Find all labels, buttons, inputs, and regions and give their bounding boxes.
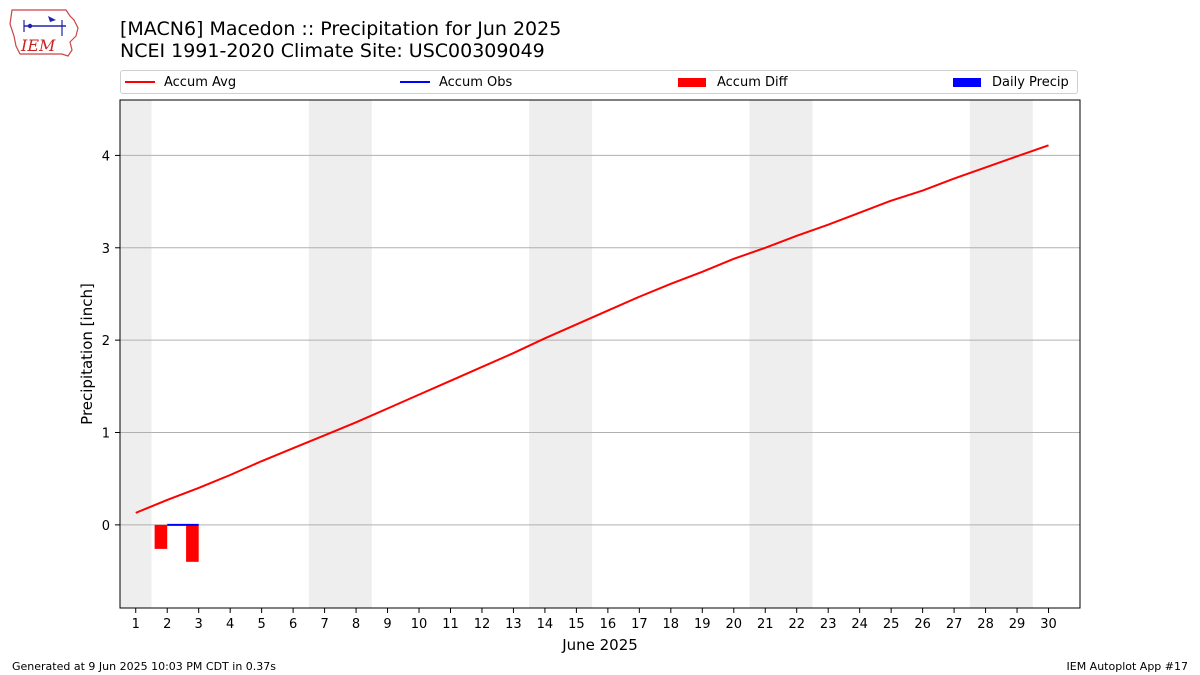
y-tick-label: 4: [102, 149, 110, 164]
x-tick-label: 3: [195, 617, 203, 632]
y-tick-label: 2: [102, 334, 110, 349]
y-tick-label: 3: [102, 242, 110, 257]
x-axis-label: June 2025: [561, 636, 638, 654]
line-accum-avg: [135, 144, 1049, 514]
series-lines: [135, 144, 1049, 526]
x-tick-label: 7: [320, 617, 328, 632]
x-tick-label: 10: [411, 617, 428, 632]
x-tick-label: 4: [226, 617, 234, 632]
x-tick-label: 21: [757, 617, 774, 632]
weekend-band: [120, 100, 152, 608]
chart-legend: Accum Avg Accum Obs Accum Diff Daily Pre…: [120, 70, 1078, 94]
legend-swatch: [125, 81, 155, 83]
x-tick-label: 16: [600, 617, 617, 632]
x-tick-label: 24: [851, 617, 868, 632]
x-tick-label: 2: [163, 617, 171, 632]
legend-item-accum-diff: Accum Diff: [678, 71, 788, 93]
x-tick-label: 14: [537, 617, 554, 632]
plot-frame: [119, 99, 1081, 609]
plot-border: [119, 99, 1081, 609]
x-tick-label: 25: [883, 617, 900, 632]
x-axis-ticks: 1 2 3 4 5 6 7 8 9 10 11 12 13 14 15 16 17 18 19 20 21 22 23 24 2…: [132, 608, 1057, 632]
legend-item-accum-avg: Accum Avg: [125, 71, 236, 93]
bar-accum-diff: [154, 524, 168, 549]
x-tick-label: 15: [568, 617, 585, 632]
legend-item-accum-obs: Accum Obs: [400, 71, 512, 93]
legend-label: Accum Obs: [439, 74, 513, 90]
legend-item-daily-precip: Daily Precip: [953, 71, 1069, 93]
x-tick-label: 12: [474, 617, 491, 632]
x-tick-label: 29: [1009, 617, 1026, 632]
gridlines: [120, 154, 1080, 526]
y-axis-label: Precipitation [inch]: [78, 283, 96, 425]
weekend-band: [749, 100, 813, 608]
y-tick-label: 1: [102, 427, 110, 442]
x-tick-label: 11: [442, 617, 459, 632]
weekend-band: [529, 100, 593, 608]
weekend-band: [308, 100, 372, 608]
weekend-band: [969, 100, 1033, 608]
x-tick-label: 13: [505, 617, 522, 632]
legend-label: Daily Precip: [992, 74, 1069, 90]
legend-label: Accum Avg: [164, 74, 237, 90]
x-tick-label: 8: [352, 617, 360, 632]
y-axis-ticks: 0 1 2 3 4: [102, 149, 120, 534]
legend-swatch: [678, 77, 706, 87]
y-tick-label: 0: [102, 519, 110, 534]
x-tick-label: 23: [820, 617, 837, 632]
weekend-shading: [120, 100, 1033, 608]
x-tick-label: 19: [694, 617, 711, 632]
bar-accum-diff: [186, 524, 199, 562]
footer-generated: Generated at 9 Jun 2025 10:03 PM CDT in …: [12, 660, 277, 673]
x-tick-label: 9: [383, 617, 391, 632]
x-tick-label: 22: [788, 617, 805, 632]
iem-iowa-logo-icon: IEM: [9, 9, 79, 57]
legend-swatch: [400, 81, 430, 83]
legend-label: Accum Diff: [717, 74, 788, 90]
x-tick-label: 20: [725, 617, 742, 632]
x-tick-label: 5: [257, 617, 265, 632]
footer-app: IEM Autoplot App #17: [1066, 660, 1189, 673]
x-tick-label: 17: [631, 617, 648, 632]
x-tick-label: 6: [289, 617, 297, 632]
x-tick-label: 26: [914, 617, 931, 632]
logo-text: IEM: [20, 36, 56, 55]
chart-subtitle: NCEI 1991-2020 Climate Site: USC00309049: [120, 40, 545, 62]
accum-diff-bars: [154, 524, 199, 562]
x-tick-label: 1: [132, 617, 140, 632]
x-tick-label: 28: [977, 617, 994, 632]
x-tick-label: 27: [946, 617, 963, 632]
x-tick-label: 18: [663, 617, 680, 632]
legend-swatch: [953, 77, 981, 87]
chart-title: [MACN6] Macedon :: Precipitation for Jun…: [120, 18, 562, 40]
x-tick-label: 30: [1040, 617, 1057, 632]
iem-logo: IEM: [9, 9, 79, 57]
